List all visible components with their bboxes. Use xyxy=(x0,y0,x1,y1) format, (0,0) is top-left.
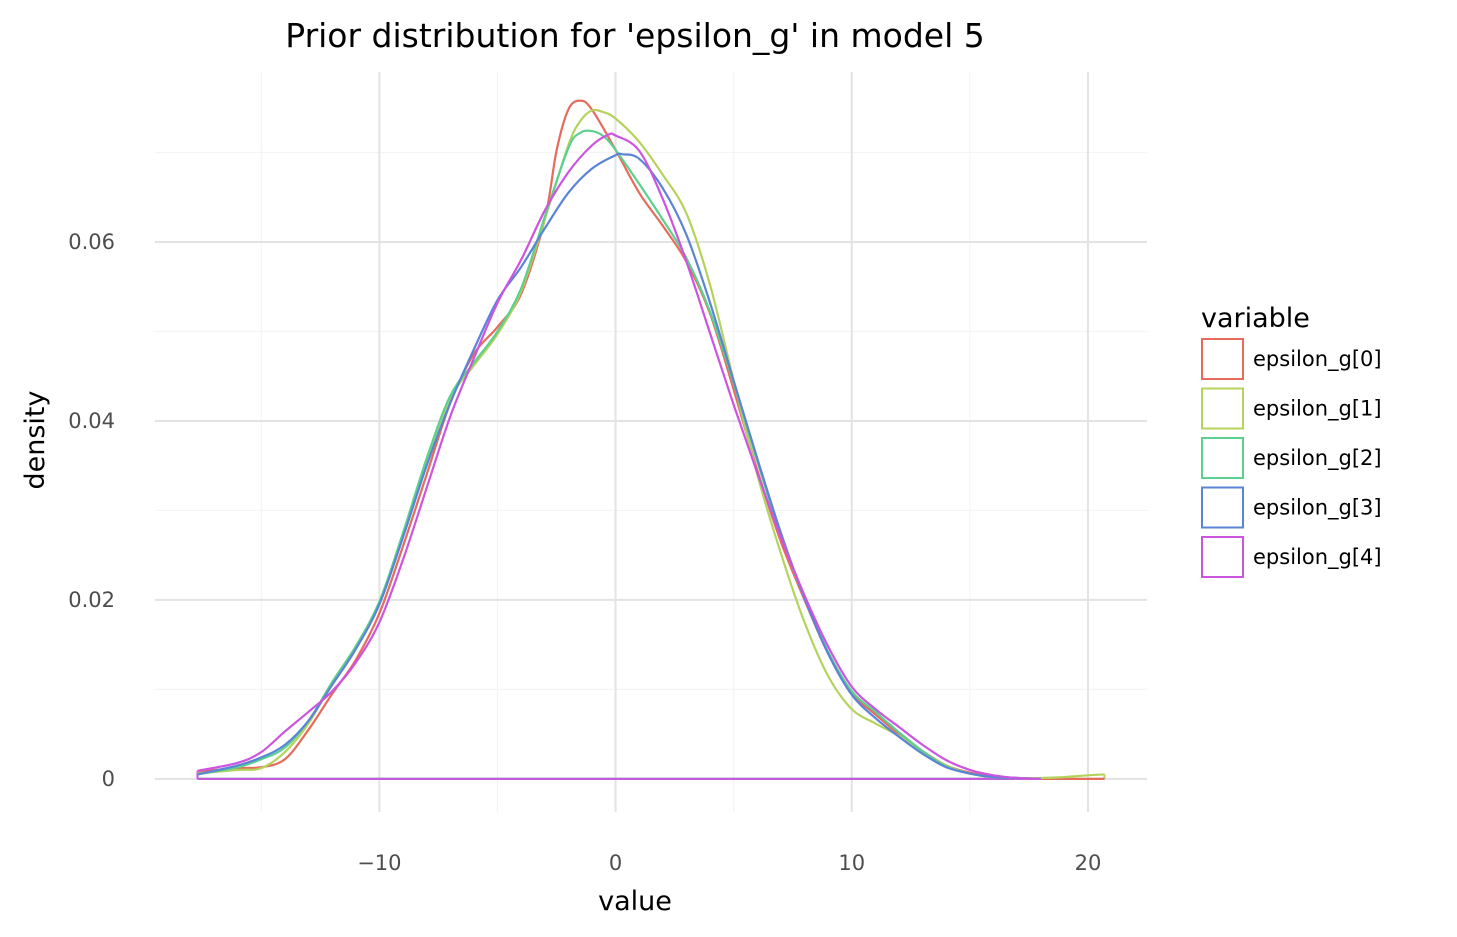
y-tick-label: 0.04 xyxy=(68,409,115,433)
legend-swatch xyxy=(1201,387,1244,430)
x-tick-label: −10 xyxy=(357,851,401,875)
legend: variable epsilon_g[0] epsilon_g[1]epsilon… xyxy=(1201,303,1382,578)
legend-label: epsilon_g[3] xyxy=(1253,496,1382,521)
x-tick-label: 10 xyxy=(838,851,865,875)
legend-swatch xyxy=(1201,536,1244,578)
grid-minor xyxy=(155,72,1147,812)
x-axis-title: value xyxy=(598,886,672,917)
density-curve xyxy=(197,132,1041,780)
density-curve xyxy=(197,129,1041,780)
legend-label: epsilon_g[2] xyxy=(1253,446,1382,471)
legend-label: epsilon_g[1] xyxy=(1253,397,1382,422)
x-tick-label: 0 xyxy=(609,851,622,875)
legend-label: epsilon_g[0] xyxy=(1253,347,1382,372)
x-tick-labels: −10 0 10 20 xyxy=(357,851,1101,875)
grid-major xyxy=(155,72,1147,812)
x-tick-label: 20 xyxy=(1075,851,1102,875)
y-tick-label: 0.02 xyxy=(68,588,115,612)
chart-title: Prior distribution for 'epsilon_g' in mo… xyxy=(285,16,985,55)
legend-swatch xyxy=(1201,486,1244,529)
legend-title: variable xyxy=(1201,303,1310,334)
legend-swatch xyxy=(1201,437,1244,479)
y-tick-label: 0 xyxy=(102,767,115,791)
series-group xyxy=(197,99,1105,781)
y-tick-labels: 0 0.02 0.04 0.06 xyxy=(68,230,115,791)
density-curve xyxy=(197,152,1041,780)
legend-label: epsilon_g[4] xyxy=(1253,545,1382,570)
legend-swatch xyxy=(1201,338,1244,380)
y-axis-title: density xyxy=(20,390,51,489)
y-tick-label: 0.06 xyxy=(68,230,115,254)
